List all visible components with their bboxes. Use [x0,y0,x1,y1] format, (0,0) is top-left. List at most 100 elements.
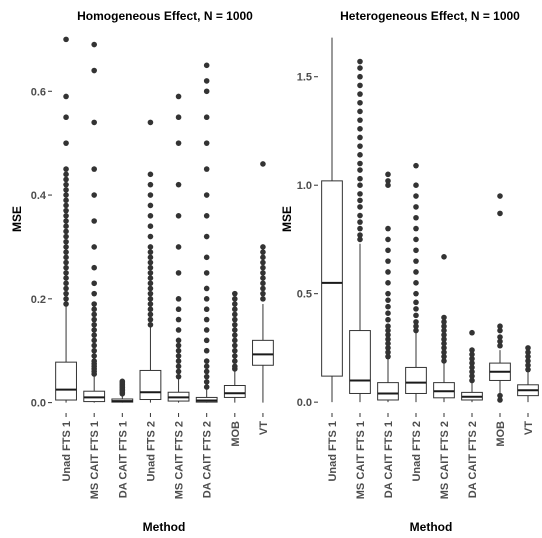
outlier-point [91,306,97,313]
outlier-point [63,197,69,204]
plot-area-homogeneous [55,36,274,403]
outlier-point [413,280,419,286]
outlier-point [413,236,419,243]
outlier-point [63,213,69,219]
outlier-point [147,254,154,261]
x-tick-label: Unad FTS 2 [145,421,157,482]
box-homogeneous-4 [167,93,190,403]
outlier-point [91,327,97,333]
outlier-point [147,223,154,229]
outlier-point [385,353,391,360]
outlier-point [63,187,69,193]
outlier-point [357,182,363,189]
box-heterogeneous-1 [349,58,371,403]
outlier-point [63,228,69,235]
outlier-point [91,218,97,224]
box-iqr [433,382,455,399]
outlier-point [175,270,182,276]
outlier-point [147,311,154,318]
box-iqr [405,366,427,394]
outlier-point [232,296,238,302]
outlier-point [175,114,182,121]
outlier-point [63,244,69,250]
outlier-point [63,36,69,43]
outlier-point [203,368,210,375]
outlier-point [91,119,97,126]
outlier-point [203,140,210,146]
outlier-point [413,258,419,264]
outlier-point [385,310,391,317]
outlier-point [147,290,154,297]
outlier-point [91,332,97,338]
outlier-point [260,254,266,261]
outlier-point [203,62,210,69]
outlier-point [203,213,210,219]
outlier-point [91,244,97,250]
outlier-point [357,212,363,219]
outlier-point [413,306,419,312]
outlier-point [232,321,238,328]
outlier-point [385,258,391,264]
y-tick-label: 1.5 [297,72,312,84]
outlier-point [260,270,266,276]
outlier-point [203,373,210,380]
outlier-point [63,301,69,307]
y-ticks-homogeneous: 0.0 0.2 0.4 0.6 [31,86,52,410]
outlier-point [469,329,475,336]
outlier-point [91,301,97,307]
outlier-point [385,280,391,286]
y-tick-label: 0.6 [31,86,46,98]
outlier-point [357,204,363,210]
outlier-point [91,192,97,198]
outlier-point [147,181,154,188]
outlier-point [203,233,210,240]
outlier-point [63,238,69,245]
outlier-point [385,340,391,347]
outlier-point [357,82,363,89]
outlier-point [525,358,531,364]
outlier-point [413,193,419,199]
outlier-point [385,297,391,303]
outlier-point [385,171,391,178]
x-tick-label: VT [258,421,270,435]
outlier-point [525,353,531,360]
outlier-point [91,264,97,271]
outlier-point [175,306,182,313]
outlier-point [497,342,503,349]
outlier-point [232,363,238,370]
outlier-point [260,296,266,302]
outlier-point [357,99,363,106]
outlier-point [175,368,182,375]
x-ticks-homogeneous: Unad FTS 1 MS CAIT FTS 1 DA CAIT FTS 1 Unad… [61,413,270,499]
outlier-point [357,152,363,158]
outlier-point [413,327,419,334]
outlier-point [175,213,182,219]
outlier-point [175,93,182,100]
box-iqr [55,361,77,401]
outlier-point [63,275,69,281]
outlier-point [147,321,154,328]
panel-title-homogeneous: Homogeneous Effect, N = 1000 [77,9,253,23]
outlier-point [147,301,154,307]
outlier-point [260,290,266,297]
outlier-point [203,379,210,385]
outlier-point [413,319,419,325]
outlier-point [441,253,447,260]
panel-heterogeneous: Heterogeneous Effect, N = 1000 MSE Metho… [280,9,539,534]
y-tick-label: 0.4 [31,190,47,202]
outlier-point [63,270,69,276]
y-axis-title-homogeneous: MSE [10,206,24,232]
outlier-point [357,73,363,80]
outlier-point [147,270,154,276]
outlier-point [203,363,210,370]
outlier-point [441,358,447,364]
outlier-point [147,202,154,209]
plot-area-heterogeneous [321,37,539,403]
outlier-point [385,323,391,330]
y-tick-label: 0.0 [31,398,46,410]
outlier-point [91,290,97,297]
panel-homogeneous: Homogeneous Effect, N = 1000 MSE Method … [10,9,274,534]
outlier-point [175,347,182,354]
outlier-point [63,223,69,229]
